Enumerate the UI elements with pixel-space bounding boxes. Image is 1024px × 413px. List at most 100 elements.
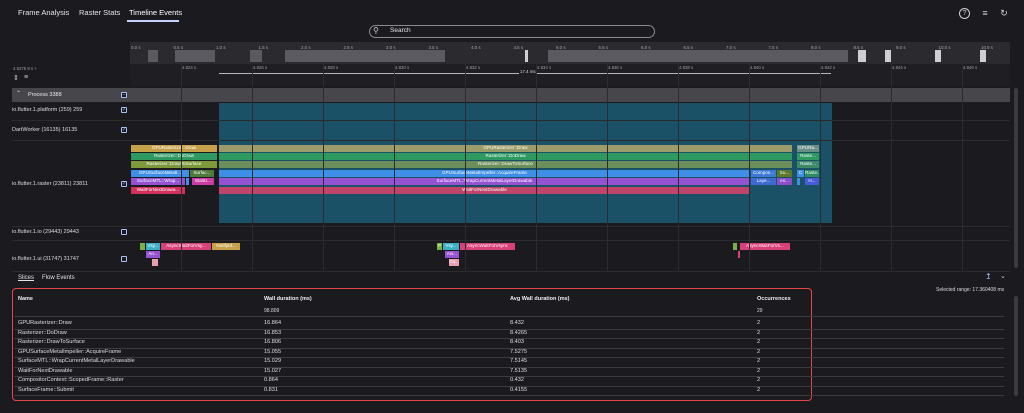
slice-rasterizer-dodraw[interactable]: Rasterizer::DoDraw [131,153,217,160]
slice-ui-small[interactable] [152,259,158,266]
slice-rasterizer-dodraw[interactable]: Rasterizer::DoDraw [219,153,792,160]
slices-table-highlight [12,288,812,401]
column-header-name[interactable]: Name [18,296,33,302]
tab-slices[interactable]: Slices [18,275,35,281]
expand-all-icon[interactable]: ≡ [24,74,29,81]
collapse-all-icon[interactable]: ⇕ [13,75,19,82]
slice-asyncwaitforvsync[interactable]: AsyncWaitForVs... [740,243,790,250]
overview-tick-label: 9.0 s [896,45,906,50]
time-gridline [820,64,821,270]
active-tab-indicator [127,20,179,22]
column-header-avg-wall-duration[interactable]: Avg Wall duration (ms) [510,296,570,302]
table-divider [14,328,1004,330]
table-divider [14,316,1004,317]
time-gridline [749,64,750,270]
slice-ui-small[interactable] [140,243,145,250]
overview-marker [980,50,986,62]
slice-layer[interactable]: Laye... [751,178,776,185]
scroll-to-top-icon[interactable]: ↥ [985,272,992,281]
table-cell-name: Rasterizer::DoDraw [18,329,67,336]
slice-gpusurfacemetal-acquireframe[interactable]: GPUSurfaceMetalI... [131,170,189,177]
slice-ex[interactable]: ex... [777,178,792,185]
slice-small[interactable] [186,178,189,185]
slice-rasterizer-drawtosurface[interactable]: Raste... [797,161,819,168]
column-header-wall-duration[interactable]: Wall duration (ms) [264,296,312,302]
table-row[interactable] [14,338,1004,347]
table-scrollbar[interactable] [1014,296,1018,396]
slice-asyncwaitforvsync[interactable]: AsyncWaitForVsync [460,243,515,250]
table-divider [14,357,1004,358]
chevron-up-icon[interactable]: ⌃ [16,91,22,97]
slice-animator[interactable]: Ani... [445,251,459,258]
slice-rasterizer-drawtosurface[interactable]: Rasterizer::DrawToSurface [131,161,217,168]
chevron-down-icon[interactable]: ⌄ [1000,273,1006,280]
slice-h[interactable]: H... [805,178,819,185]
overview-tick-label: 2.0 s [301,45,311,50]
overview-tick-label: 8.5 s [853,45,864,50]
table-row[interactable] [14,348,1004,357]
process-checkbox[interactable]: – [121,92,127,98]
overview-frame [250,50,262,62]
tab-raster-stats[interactable]: Raster Stats [79,8,121,17]
slice-surfacemtl-wrap[interactable]: SurfaceMTL::Wrap... [131,178,185,185]
slice-surface[interactable]: Surfac... [190,170,214,177]
timeline-start: 4.5275 8 s + [13,66,37,71]
table-row[interactable] [14,319,1004,328]
timeline-scrollbar[interactable] [1014,88,1018,268]
slice-raster-short[interactable]: Raste... [805,170,819,177]
thread-checkbox[interactable]: ✓ [121,107,127,113]
overview-tick-label: 10.5 s [981,45,993,50]
thread-checkbox[interactable]: ✓ [121,181,127,187]
refresh-icon[interactable]: ↻ [1000,8,1008,18]
process-header[interactable] [12,88,1010,102]
timeline-overview[interactable] [130,42,1010,64]
slice-waitfornextdrawable[interactable]: WaitForNextDrawa... [131,187,185,194]
slice-ui-small[interactable] [738,251,740,258]
ruler-tick-label: 4.830 s [395,65,410,70]
ruler-tick-label: 4.846 s [963,65,978,70]
time-ruler[interactable] [130,64,1010,86]
table-row[interactable] [14,329,1004,338]
table-row[interactable] [14,357,1004,366]
slice-callback[interactable]: Ca... [449,259,459,266]
slice-asyncwaitforvsync[interactable]: AsyncWaitForVsy... [161,243,211,250]
table-cell-avg: 7.5145 [510,358,528,364]
ruler-tick-label: 4.834 s [537,65,552,70]
slice-vsync[interactable]: Vsy... [146,243,160,250]
thread-checkbox[interactable] [121,256,127,262]
slice-notifyidle[interactable]: NotifyId... [212,243,240,250]
table-cell-name: GPUSurfaceMetalImpeller::AcquireFrame [18,348,122,355]
slice-animator[interactable]: An... [146,251,160,258]
help-icon[interactable]: ? [959,8,970,19]
slice-waituntil[interactable]: WaitU... [192,178,214,185]
slice-ui-small[interactable] [733,243,737,250]
slice-surface-submit[interactable]: Su... [777,170,792,177]
tab-flow-events[interactable]: Flow Events [42,275,75,281]
slice-waitfornextdrawable[interactable]: WaitForNextDrawable [219,187,750,194]
slice-gpurasterizer-draw[interactable]: GPURa... [797,145,819,152]
thread-checkbox[interactable]: ✓ [121,127,127,133]
slice-p[interactable]: P [437,243,442,250]
tab-frame-analysis[interactable]: Frame Analysis [18,8,70,17]
table-cell-name: CompositorContext::ScopedFrame::Raster [18,377,124,383]
slice-gpurasterizer-draw[interactable]: GPURasterizer::Draw [131,145,217,152]
slice-compositor[interactable]: Compos... [751,170,776,177]
thread-checkbox[interactable] [121,229,127,235]
filter-list-icon[interactable]: ≡ [982,8,988,18]
slice-gpusurfacemetal-acquireframe[interactable]: GPUSurfaceMetalImpeller::AcquireFrame [219,170,750,177]
table-row[interactable] [14,367,1004,376]
slice-gpurasterizer-draw[interactable]: GPURasterizer::Draw [219,145,792,152]
slice-small[interactable] [797,178,800,185]
column-header-occurrences[interactable]: Occurrences [757,296,791,302]
tab-timeline-events[interactable]: Timeline Events [129,8,183,17]
slice-compositor-short[interactable]: C [797,170,804,177]
slice-rasterizer-drawtosurface[interactable]: Rasterizer::DrawToSurface [219,161,792,168]
slice-rasterizer-dodraw[interactable]: Raste... [797,153,819,160]
search-icon: ⚲ [373,26,379,35]
search-input[interactable] [369,25,655,38]
table-row[interactable] [14,376,1004,385]
slice-surfacemtl-wrap[interactable]: SurfaceMTL::WrapCurrentMetalLayerDrawabl… [219,178,750,185]
table-row[interactable] [14,386,1004,395]
slice-vsync[interactable]: Vsy... [443,243,459,250]
table-cell-avg: 8.4265 [510,329,528,336]
